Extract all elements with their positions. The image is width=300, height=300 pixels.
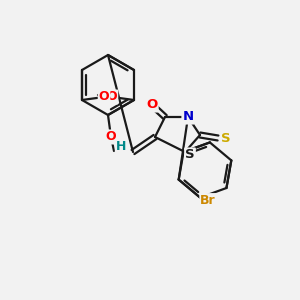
Text: S: S — [185, 148, 195, 161]
Text: S: S — [221, 131, 231, 145]
Text: O: O — [106, 130, 116, 143]
Text: O: O — [107, 91, 117, 103]
Text: O: O — [146, 98, 158, 112]
Text: N: N — [182, 110, 194, 124]
Text: Br: Br — [200, 194, 216, 207]
Text: O: O — [99, 91, 109, 103]
Text: H: H — [116, 140, 126, 154]
